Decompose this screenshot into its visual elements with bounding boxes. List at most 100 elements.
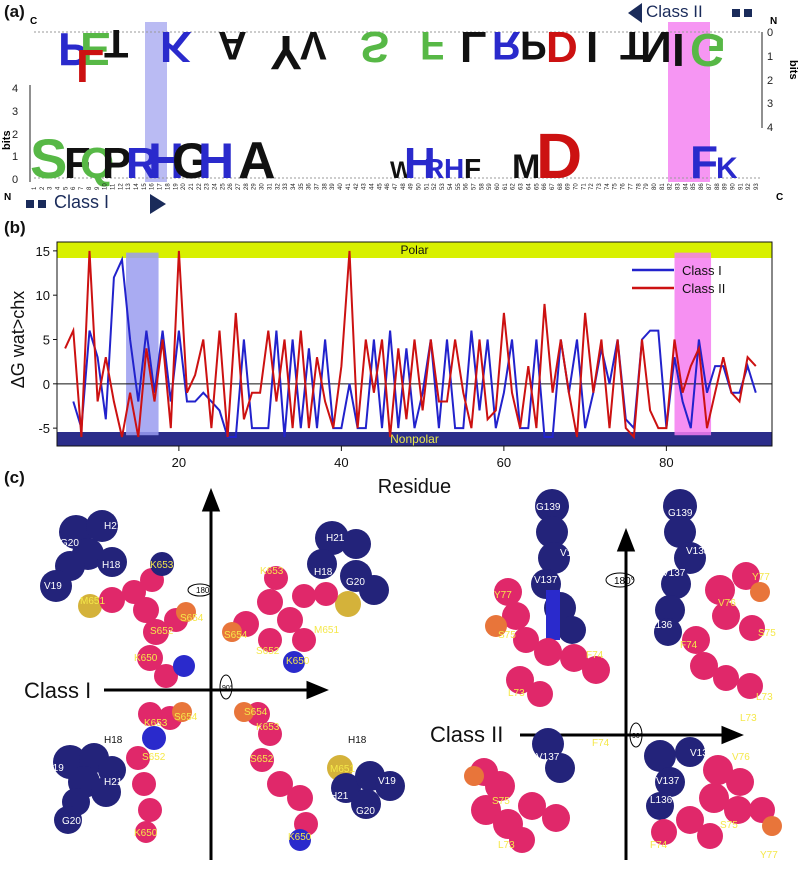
molecule-class-ii-bottom-left bbox=[464, 728, 575, 853]
logo-letter: A bbox=[218, 23, 247, 67]
logo-letter: Y bbox=[270, 25, 302, 78]
molecule-class-i-bottom-right bbox=[234, 702, 405, 851]
residue-number: 90 bbox=[731, 183, 737, 190]
residue-label: V137 bbox=[536, 752, 560, 763]
rot-180-label-ii: 180° bbox=[614, 576, 635, 587]
panel-c-label: (c) bbox=[4, 468, 25, 487]
residue-number: 22 bbox=[197, 183, 203, 190]
legend-label: Class II bbox=[682, 281, 725, 296]
residue-number: 17 bbox=[158, 183, 164, 190]
residue-label: S75 bbox=[498, 630, 516, 641]
residue-label: L73 bbox=[756, 692, 773, 703]
residue-number: 85 bbox=[691, 183, 697, 190]
logo-letter: E bbox=[80, 23, 111, 75]
rot-180-label: 180° bbox=[196, 586, 213, 595]
residue-label: V19 bbox=[44, 581, 62, 592]
residue-number: 65 bbox=[534, 183, 540, 190]
residue-number: 89 bbox=[723, 183, 729, 190]
rotation-icon bbox=[187, 572, 643, 748]
logo-corner-n-top: N bbox=[770, 16, 777, 27]
logo-letter: S bbox=[30, 127, 67, 190]
y-tick-label: -5 bbox=[38, 421, 50, 436]
dashes-icon bbox=[732, 9, 740, 17]
residue-label: F74 bbox=[650, 840, 668, 851]
logo-letter: A bbox=[238, 132, 276, 190]
rot-90-label: 90° bbox=[222, 684, 233, 692]
logo-letter: Q bbox=[80, 139, 114, 188]
residue-label: S654 bbox=[174, 712, 198, 723]
class-ii-label-top: Class II bbox=[646, 2, 703, 21]
residue-label: G20 bbox=[62, 816, 81, 827]
residue-number: 61 bbox=[503, 183, 509, 190]
logo-left-ticks: 4 3 2 1 0 bbox=[12, 83, 18, 186]
residue-label: L73 bbox=[508, 688, 525, 699]
residue-number: 72 bbox=[589, 183, 595, 190]
residue-number: 23 bbox=[205, 183, 211, 190]
residue-label: V19 bbox=[46, 763, 64, 774]
residue-label: V137 bbox=[662, 568, 686, 579]
logo-letter: V bbox=[300, 23, 327, 67]
residue-number: 76 bbox=[621, 183, 627, 190]
residue-label: F74 bbox=[592, 738, 610, 749]
logo-top-letters: P E L T K A Y V S F L R P D I T N I G bbox=[58, 21, 726, 92]
logo-letter: I bbox=[672, 24, 685, 76]
residue-number: 83 bbox=[676, 183, 682, 190]
logo-highlight-class-ii bbox=[668, 22, 710, 182]
structure-panel: 180° 90° 180° 90° bbox=[40, 487, 782, 860]
x-tick-label: 80 bbox=[659, 455, 673, 470]
left-tick-3: 3 bbox=[12, 106, 18, 118]
residue-number: 42 bbox=[354, 183, 360, 190]
molecule-class-i-top-left bbox=[40, 510, 196, 688]
residue-label: Y77 bbox=[752, 572, 770, 583]
residue-number: 16 bbox=[150, 183, 156, 190]
logo-letter: L bbox=[76, 40, 104, 92]
left-tick-4: 4 bbox=[12, 83, 18, 95]
residue-number: 79 bbox=[644, 183, 650, 190]
logo-residue-numbers: 1 2 3 4 5 6 7 8 9 10 11 12 13 14 15 16 17 18 19 20 21 22 23 24 2… bbox=[32, 183, 760, 190]
logo-letter: P bbox=[520, 23, 547, 67]
residue-number: 27 bbox=[236, 183, 242, 190]
residue-label: H18 bbox=[314, 567, 333, 578]
molecule-class-ii-top-left bbox=[485, 489, 610, 707]
left-arrow-icon bbox=[628, 3, 642, 23]
residue-number: 91 bbox=[738, 183, 744, 190]
left-tick-1: 1 bbox=[12, 151, 18, 163]
logo-letter: R bbox=[126, 139, 158, 188]
residue-label: V137 bbox=[534, 575, 558, 586]
y-tick-label: 5 bbox=[43, 333, 50, 348]
residue-number: 20 bbox=[181, 183, 187, 190]
residue-number: 13 bbox=[126, 183, 132, 190]
residue-label: S654 bbox=[224, 630, 248, 641]
residue-number: 35 bbox=[299, 183, 305, 190]
residue-number: 7 bbox=[79, 186, 85, 190]
residue-number: 40 bbox=[338, 183, 344, 190]
residue-number: 57 bbox=[472, 183, 478, 190]
residue-label: V138 bbox=[686, 546, 710, 557]
right-tick-1: 1 bbox=[767, 51, 773, 63]
residue-label: L136 bbox=[650, 620, 673, 631]
logo-letter: M bbox=[512, 148, 540, 186]
residue-label: Y77 bbox=[494, 590, 512, 601]
residue-label: G20 bbox=[346, 577, 365, 588]
residue-label: G20 bbox=[356, 806, 375, 817]
logo-letter: L bbox=[460, 22, 487, 71]
residue-number: 25 bbox=[220, 183, 226, 190]
residue-label: V137 bbox=[656, 776, 680, 787]
residue-label: K650 bbox=[286, 656, 310, 667]
residue-number: 31 bbox=[267, 183, 273, 190]
residue-number: 74 bbox=[605, 183, 611, 190]
residue-label: H21 bbox=[104, 777, 123, 788]
left-tick-0: 0 bbox=[12, 174, 18, 186]
molecule-class-i-top-right bbox=[222, 521, 389, 673]
molecule-class-ii-top-right bbox=[654, 489, 770, 699]
residue-number: 32 bbox=[275, 183, 281, 190]
residue-number: 84 bbox=[683, 183, 689, 190]
plot-frame bbox=[56, 241, 773, 447]
polar-band-label: Polar bbox=[400, 243, 428, 257]
residue-number: 41 bbox=[346, 183, 352, 190]
residue-label: F74 bbox=[586, 650, 604, 661]
residue-number: 15 bbox=[142, 183, 148, 190]
residue-number: 37 bbox=[315, 183, 321, 190]
residue-number: 53 bbox=[440, 183, 446, 190]
residue-label: S652 bbox=[142, 752, 166, 763]
